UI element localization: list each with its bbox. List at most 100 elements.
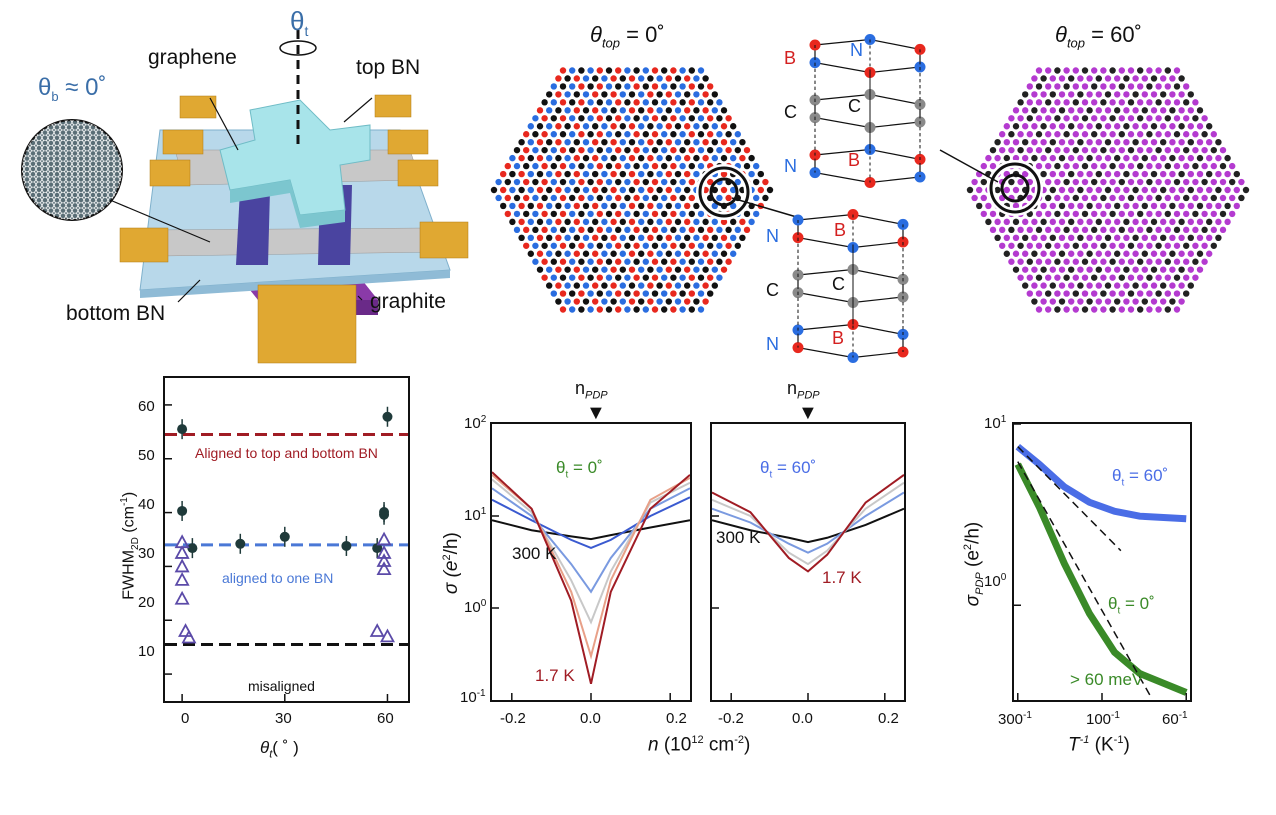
lattice-right-atom <box>1169 202 1176 210</box>
lattice-right-atom <box>1196 107 1204 114</box>
lattice-right-atom <box>1146 258 1153 265</box>
lattice-left-atom <box>661 210 668 218</box>
lattice-right-atom <box>1192 178 1199 186</box>
lattice-right-atom <box>1045 306 1052 313</box>
lattice-left-atom <box>679 290 686 297</box>
lattice-left-atom <box>665 123 672 130</box>
lattice-right-atom <box>1100 115 1107 122</box>
lattice-right-theta: θ <box>1055 22 1067 47</box>
lattice-right-atom <box>1072 83 1079 90</box>
lattice-left-atom <box>628 234 636 242</box>
atom-label-b-lower: B <box>834 220 847 240</box>
lattice-right-atom <box>1063 162 1070 170</box>
lattice-right-atom <box>1196 170 1204 178</box>
atom-label-c-upper-1: C <box>784 102 797 122</box>
lattice-left-atom <box>638 186 645 194</box>
lattice-left-atom <box>541 258 548 265</box>
lattice-left-atom <box>596 290 603 297</box>
sigma-right-curve <box>711 474 905 573</box>
lattice-right-atom <box>1160 234 1167 242</box>
lattice-left-atom <box>624 258 631 265</box>
lattice-left-atom <box>642 194 649 202</box>
lattice-left-atom <box>684 75 691 82</box>
lattice-right-atom <box>1123 266 1130 273</box>
sigma-left-plot <box>491 471 691 700</box>
lattice-left-atom <box>536 170 544 178</box>
lattice-left-atom <box>564 282 571 289</box>
lattice-left-atom <box>587 131 594 138</box>
sigma-ytick-0: 100 <box>464 598 487 616</box>
lattice-right-atom <box>1141 282 1148 289</box>
lattice-left-atom <box>697 67 705 74</box>
lattice-left-atom <box>536 186 544 194</box>
lattice-left-atom <box>638 107 645 114</box>
lattice-left-atom <box>633 178 640 186</box>
lattice-right-atom <box>1210 178 1217 186</box>
lattice-right-atom <box>1187 282 1194 289</box>
lattice-left-atom <box>647 123 654 130</box>
lattice-right-atom <box>1045 242 1052 249</box>
lattice-left-atom <box>569 274 576 281</box>
lattice-left-atom <box>697 131 705 138</box>
lattice-left-atom <box>656 250 663 257</box>
lattice-left-atom <box>702 138 709 146</box>
lattice-left-value: = 0˚ <box>626 22 665 47</box>
lattice-left-atom <box>592 107 599 114</box>
lattice-right-atom <box>1072 67 1079 74</box>
lattice-right-atom <box>1210 131 1217 138</box>
lattice-right-atom <box>1155 115 1162 122</box>
lattice-left-atom <box>711 234 718 242</box>
lattice-right-atom <box>1141 91 1148 98</box>
lattice-left-atom <box>633 210 640 218</box>
sigma-left-frame <box>490 422 692 702</box>
lattice-left-atom <box>619 75 626 82</box>
lattice-left-atom <box>661 258 668 265</box>
lattice-right-atom <box>1049 138 1056 146</box>
lattice-right-atom <box>1169 218 1176 226</box>
lattice-right-atom <box>1173 99 1181 106</box>
lattice-left-atom <box>734 131 741 138</box>
lattice-left-atom <box>661 146 668 154</box>
lattice-right-atom <box>1086 250 1093 257</box>
fwhm-ytick-60: 60 <box>138 398 155 415</box>
pdp-ytick-1: 101 <box>984 414 1007 432</box>
lattice-left-atom <box>559 226 567 234</box>
lattice-right-atom <box>1219 146 1227 154</box>
lattice-left-atom <box>564 123 571 130</box>
lattice-left-atom <box>559 194 567 202</box>
lattice-right-atom <box>1091 131 1098 138</box>
lattice-left-atom <box>647 234 654 242</box>
lattice-left-atom <box>716 274 723 281</box>
lattice-right-atom <box>1035 67 1043 74</box>
lattice-right-atom <box>1063 178 1070 186</box>
lattice-right-atom <box>1114 138 1121 146</box>
lattice-left-atom <box>573 154 580 162</box>
lattice-right-atom <box>1160 202 1167 210</box>
lattice-right-atom <box>1045 83 1052 90</box>
lattice-left-atom <box>670 242 677 249</box>
lattice-left-atom <box>523 178 530 186</box>
lattice-left-atom <box>716 146 723 154</box>
lattice-left-atom <box>624 194 631 202</box>
lattice-right-atom <box>1049 154 1056 162</box>
lattice-right-atom <box>1086 234 1093 242</box>
lattice-right-atom <box>1137 131 1144 138</box>
lattice-right-atom <box>1123 250 1130 257</box>
lattice-right-atom <box>1132 91 1139 98</box>
lattice-right-atom <box>1187 202 1194 210</box>
lattice-right-atom <box>1118 274 1125 281</box>
lattice-right-atom <box>1095 266 1102 273</box>
lattice-right-atom <box>1192 258 1199 265</box>
lattice-left-atom <box>688 226 695 234</box>
lattice-right-atom <box>1109 210 1116 218</box>
sigma-left-curve <box>491 496 691 549</box>
lattice-left-atom <box>527 154 534 162</box>
lattice-right-atom <box>1003 123 1010 130</box>
prism-lower-ring <box>797 213 904 249</box>
lattice-left-atom <box>532 162 539 170</box>
sigma-left-curve <box>491 478 691 625</box>
lattice-left-atom <box>638 218 645 226</box>
lattice-right-atom <box>1146 178 1153 186</box>
lattice-left-atom <box>573 298 580 305</box>
lattice-left-atom <box>661 131 668 138</box>
